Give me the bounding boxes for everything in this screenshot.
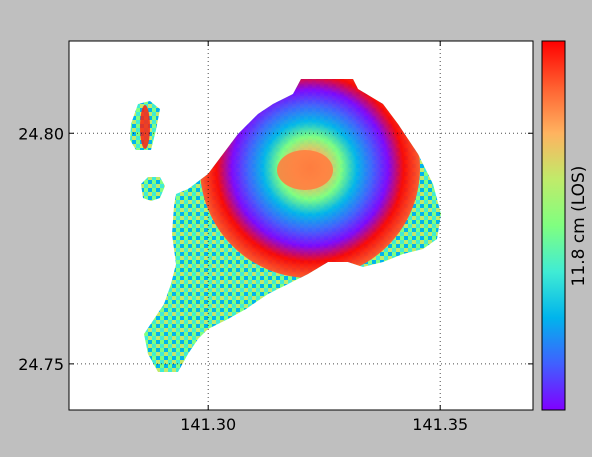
y-tick-label: 24.75 — [18, 355, 64, 374]
small-island-stripe — [140, 105, 150, 149]
axis-ticks: 141.30 141.35 24.75 24.80 — [18, 41, 533, 434]
y-tick-label: 24.80 — [18, 124, 64, 143]
x-tick-label: 141.30 — [180, 415, 236, 434]
grid-lines — [69, 41, 533, 410]
colorbar — [541, 40, 566, 411]
colorbar-label: 11.8 cm (LOS) — [569, 166, 589, 287]
axes-frame — [68, 40, 534, 411]
uplift-center — [277, 150, 333, 190]
x-tick-label: 141.35 — [412, 415, 468, 434]
